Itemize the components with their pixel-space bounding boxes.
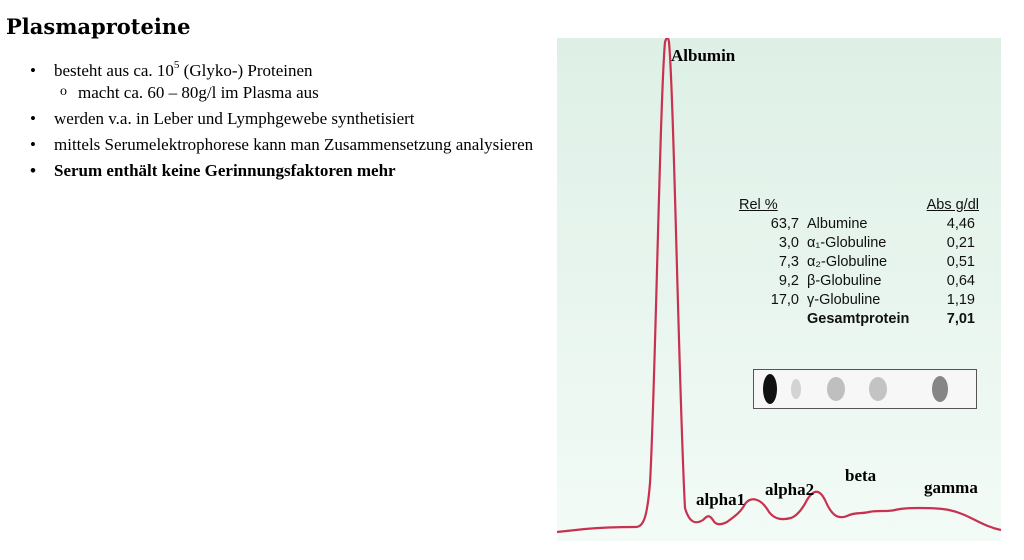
peak-label-alpha1: alpha1: [696, 490, 746, 509]
bullet-composition-text: besteht aus ca. 10: [54, 61, 174, 80]
sub-bullet-concentration: macht ca. 60 – 80g/l im Plasma aus: [54, 81, 535, 104]
gel-band-beta: [869, 377, 887, 401]
slide-title: Plasmaproteine: [6, 14, 191, 39]
cell-name: Albumine: [807, 216, 868, 232]
bullet-composition-text-end: (Glyko-) Proteinen: [179, 61, 313, 80]
cell-rel: 63,7: [770, 216, 799, 232]
protein-table: Rel % Abs g/dl 63,7 Albumine 4,46 3,0 α₁…: [739, 196, 979, 329]
gel-band-gamma: [932, 376, 948, 402]
table-row: 63,7 Albumine 4,46: [739, 215, 979, 234]
cell-rel: 17,0: [770, 292, 799, 308]
sub-bullet-list: macht ca. 60 – 80g/l im Plasma aus: [54, 81, 535, 104]
table-row: 3,0 α₁-Globuline 0,21: [739, 234, 979, 253]
cell-name: α₁-Globuline: [807, 235, 887, 251]
bullet-synthesis: werden v.a. in Leber und Lymphgewebe syn…: [30, 108, 535, 130]
peak-label-beta: beta: [845, 466, 877, 485]
table-row: 9,2 β-Globuline 0,64: [739, 272, 979, 291]
electrophoresis-figure: Albumin alpha1 alpha2 beta gamma Rel % A…: [557, 38, 1001, 541]
bullet-electrophoresis: mittels Serumelektrophorese kann man Zus…: [30, 134, 535, 156]
header-rel: Rel %: [739, 197, 778, 213]
cell-abs: 0,21: [946, 235, 975, 251]
table-row: 17,0 γ-Globuline 1,19: [739, 291, 979, 310]
total-label: Gesamtprotein: [807, 311, 910, 327]
cell-name: β-Globuline: [807, 273, 882, 289]
peak-label-gamma: gamma: [924, 478, 978, 497]
table-header: Rel % Abs g/dl: [739, 196, 979, 215]
cell-rel: 3,0: [778, 235, 799, 251]
bullet-list: besteht aus ca. 105 (Glyko-) Proteinen m…: [30, 60, 535, 186]
cell-rel: 9,2: [778, 273, 799, 289]
cell-abs: 4,46: [946, 216, 975, 232]
cell-name: α₂-Globuline: [807, 254, 888, 270]
header-abs: Abs g/dl: [926, 197, 979, 213]
gel-bands-svg: [763, 374, 948, 404]
gel-strip: [753, 369, 977, 409]
exponent: 5: [173, 59, 180, 72]
cell-rel: 7,3: [778, 254, 799, 270]
electrophoresis-curve-svg: [557, 38, 1001, 534]
electrophoresis-curve: [557, 38, 1001, 534]
bullet-composition: besteht aus ca. 105 (Glyko-) Proteinen m…: [30, 60, 535, 104]
total-value: 7,01: [946, 311, 975, 327]
cell-abs: 1,19: [946, 292, 975, 308]
peak-label-alpha2: alpha2: [765, 480, 815, 499]
gel-band-alpha1: [791, 379, 801, 399]
cell-abs: 0,51: [946, 254, 975, 270]
bullet-serum: Serum enthält keine Gerinnungsfaktoren m…: [30, 160, 535, 182]
cell-name: γ-Globuline: [807, 292, 881, 308]
table-row: 7,3 α₂-Globuline 0,51: [739, 253, 979, 272]
peak-label-albumin: Albumin: [671, 46, 736, 65]
gel-band-albumin: [763, 374, 777, 404]
cell-abs: 0,64: [946, 273, 975, 289]
table-row-total: Gesamtprotein 7,01: [739, 310, 979, 329]
gel-band-alpha2: [827, 377, 845, 401]
